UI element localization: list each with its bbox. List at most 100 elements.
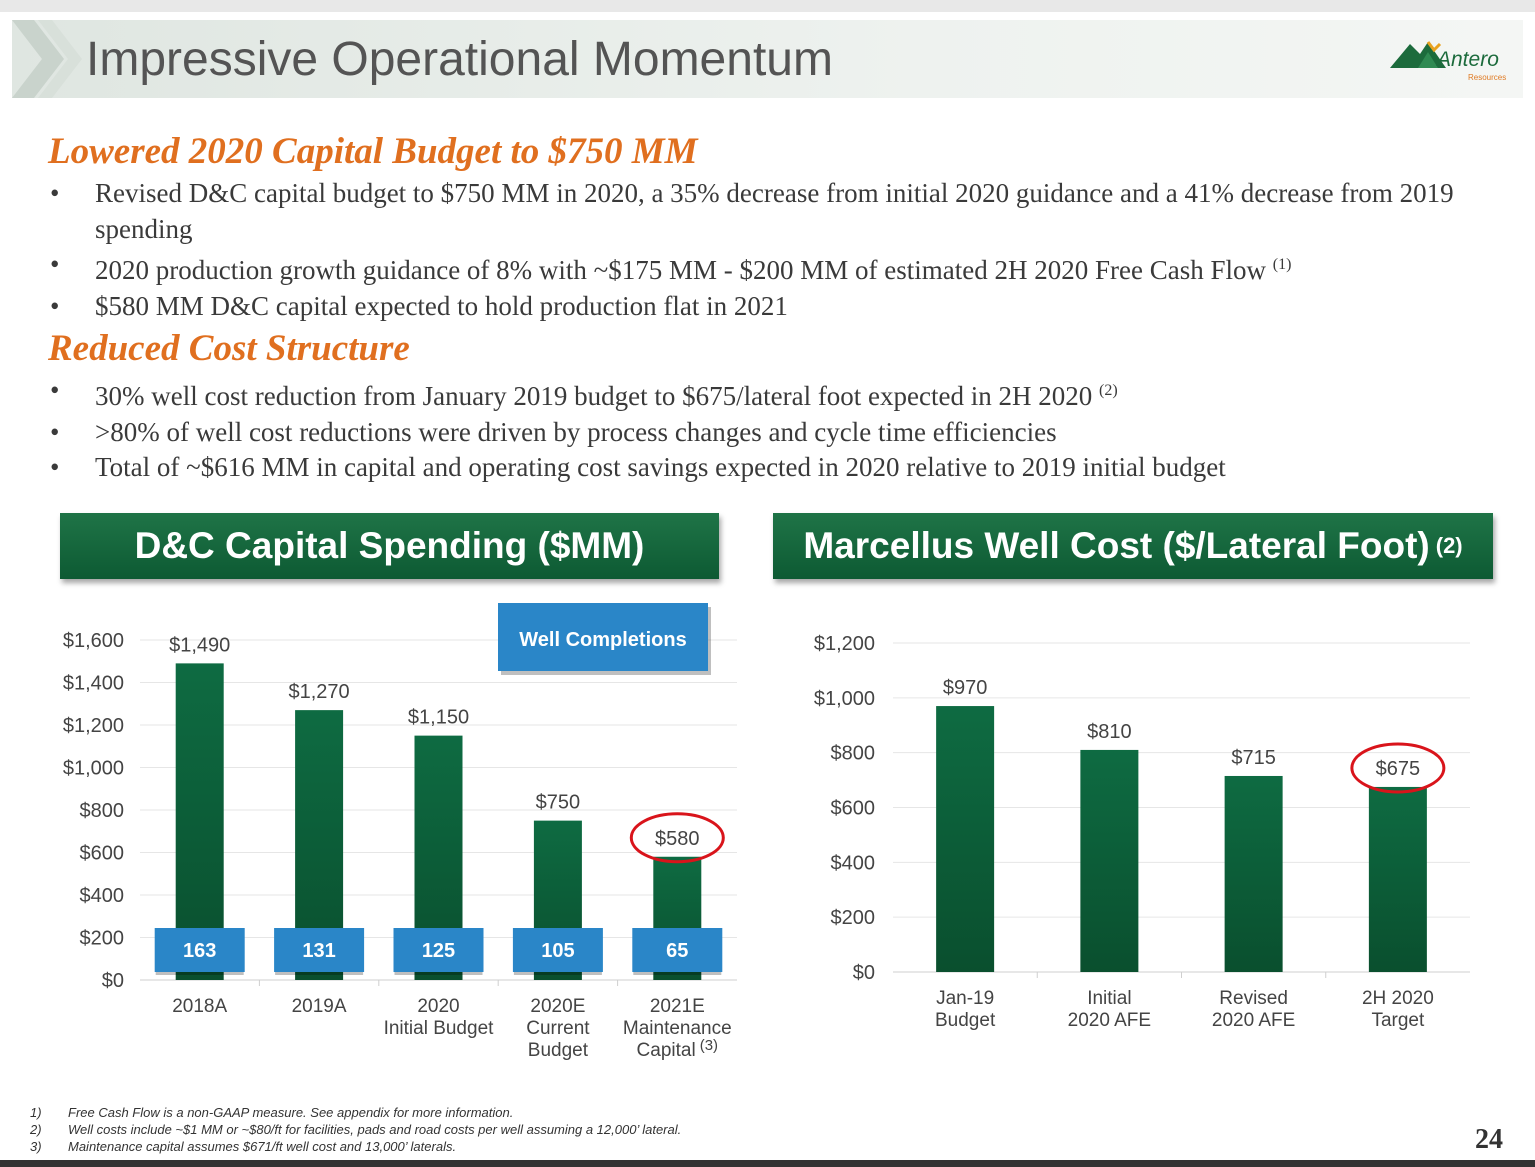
completion-count: 65 [666, 940, 688, 962]
bullet-text: Total of ~$616 MM in capital and operati… [95, 452, 1226, 482]
section-heading-cost-structure: Reduced Cost Structure [48, 328, 410, 369]
footnote-row: 3) Maintenance capital assumes $671/ft we… [30, 1138, 681, 1155]
data-label: $970 [943, 677, 988, 699]
y-tick-label: $800 [831, 743, 876, 765]
completion-count: 131 [302, 940, 335, 962]
footnote-number: 2) [30, 1122, 42, 1137]
bullet-item: • >80% of well cost reductions were drive… [50, 416, 1057, 447]
x-tick-label: Current [526, 1018, 590, 1039]
x-tick-label: Target [1371, 1010, 1425, 1031]
page-title: Impressive Operational Momentum [86, 33, 833, 86]
data-label: $1,150 [408, 707, 469, 729]
bar [1080, 749, 1139, 972]
x-tick-label: 2019A [292, 996, 347, 1017]
footnote-text: Maintenance capital assumes $671/ft well… [68, 1139, 457, 1154]
y-tick-label: $600 [831, 798, 876, 820]
panel-title-text: D&C Capital Spending ($MM) [134, 525, 645, 566]
x-tick-label: Budget [935, 1010, 996, 1031]
bottom-border [0, 1160, 1535, 1167]
panel-title-well-cost: Marcellus Well Cost ($/Lateral Foot) (2) [773, 513, 1493, 579]
page-number: 24 [1475, 1124, 1503, 1155]
y-tick-label: $1,400 [63, 673, 124, 695]
data-label: $1,270 [289, 681, 350, 703]
y-tick-label: $1,000 [63, 758, 124, 780]
bullet-text: 2020 production growth guidance of 8% wi… [95, 255, 1266, 285]
completion-count: 163 [183, 940, 216, 962]
panel-title-capital-spending: D&C Capital Spending ($MM) [60, 513, 719, 579]
title-bar [12, 20, 1523, 98]
y-tick-label: $400 [80, 885, 125, 907]
x-tick-label: 2021E [650, 996, 705, 1017]
x-tick-label: 2020 [417, 996, 459, 1017]
completion-count: 105 [541, 940, 574, 962]
bar [936, 706, 995, 972]
data-label: $580 [655, 828, 700, 850]
footnote-ref: (3) [700, 1037, 718, 1054]
x-tick-label: Initial Budget [384, 1018, 495, 1039]
completion-box [393, 928, 484, 972]
capital-spending-chart: $0 $200 $400 $600 $800 $1,000 $1,200 $1,400 $1,6… [63, 603, 737, 1061]
y-tick-label: $400 [831, 852, 876, 874]
completions-legend-label: Well Completions [519, 629, 686, 651]
completion-count: 125 [422, 940, 455, 962]
completion-box [274, 928, 365, 972]
y-tick-label: $0 [853, 962, 875, 984]
footnote-row: 1) Free Cash Flow is a non-GAAP measure. … [30, 1104, 681, 1121]
bullet-item: • Revised D&C capital budget to $750 MM i… [50, 178, 1454, 244]
y-tick-label: $800 [80, 800, 125, 822]
data-label: $750 [536, 792, 581, 814]
logo-wordmark: Antero [1437, 48, 1499, 71]
x-tick-label: 2020E [530, 996, 585, 1017]
footnotes: 1) Free Cash Flow is a non-GAAP measure. … [30, 1104, 681, 1155]
footnote-ref: (2) [1435, 533, 1463, 558]
completion-box [154, 928, 245, 972]
x-tick-label: Budget [528, 1040, 589, 1061]
y-tick-label: $1,600 [63, 630, 124, 652]
data-label: $675 [1376, 758, 1421, 780]
bar [1368, 786, 1427, 972]
section-heading-capital-budget: Lowered 2020 Capital Budget to $750 MM [48, 131, 698, 172]
footnote-text: Free Cash Flow is a non-GAAP measure. Se… [68, 1105, 514, 1120]
bullet-text: 30% well cost reduction from January 201… [95, 381, 1093, 411]
bullet-item: • 30% well cost reduction from January 20… [50, 375, 1118, 411]
x-tick-label: Jan-19 [936, 988, 994, 1009]
x-tick-label: 2020 AFE [1068, 1010, 1151, 1031]
completion-box [632, 928, 723, 972]
data-label: $715 [1231, 747, 1276, 769]
highlight-circle [1350, 742, 1446, 794]
footnote-ref: (2) [1099, 382, 1118, 399]
highlight-circle [629, 812, 725, 864]
x-tick-label: Revised [1219, 988, 1288, 1009]
x-tick-label: Maintenance [623, 1018, 732, 1039]
bullet-item: • Total of ~$616 MM in capital and operat… [50, 452, 1226, 482]
bullet-text: Revised D&C capital budget to $750 MM in… [95, 178, 1454, 244]
antero-logo-icon [1390, 41, 1446, 68]
y-tick-label: $1,200 [63, 715, 124, 737]
completions-legend-box [498, 603, 708, 671]
panel-title-text: Marcellus Well Cost ($/Lateral Foot) [803, 525, 1430, 566]
x-tick-label: Initial [1087, 988, 1131, 1009]
footnote-ref: (1) [1272, 256, 1292, 273]
y-tick-label: $1,000 [814, 688, 875, 710]
bullet-item: • $580 MM D&C capital expected to hold pr… [50, 290, 788, 321]
bullet-text: $580 MM D&C capital expected to hold pro… [95, 290, 788, 321]
top-border [0, 0, 1535, 12]
x-tick-label: 2018A [172, 996, 227, 1017]
completion-box [512, 928, 603, 972]
y-tick-label: $600 [80, 843, 125, 865]
y-tick-label: $200 [831, 907, 876, 929]
x-tick-label: 2020 AFE [1212, 1010, 1295, 1031]
y-tick-label: $200 [80, 928, 125, 950]
bullet-text: >80% of well cost reductions were driven… [95, 416, 1057, 447]
bullet-list-capital-budget: • Revised D&C capital budget to $750 MM i… [48, 176, 1488, 324]
chevron-icon [12, 20, 82, 98]
y-tick-label: $1,200 [814, 633, 875, 655]
data-label: $810 [1087, 721, 1132, 743]
logo-subtext: Resources [1468, 73, 1507, 82]
footnote-row: 2) Well costs include ~$1 MM or ~$80/ft f… [30, 1121, 681, 1138]
bullet-item: • 2020 production growth guidance of 8% w… [50, 249, 1292, 285]
well-cost-chart: $0 $200 $400 $600 $800 $1,000 $1,200 $970 Jan-19… [814, 633, 1470, 1031]
footnote-number: 1) [30, 1105, 42, 1120]
y-tick-label: $0 [102, 970, 124, 992]
bullet-list-cost-structure: • 30% well cost reduction from January 20… [48, 373, 1488, 486]
